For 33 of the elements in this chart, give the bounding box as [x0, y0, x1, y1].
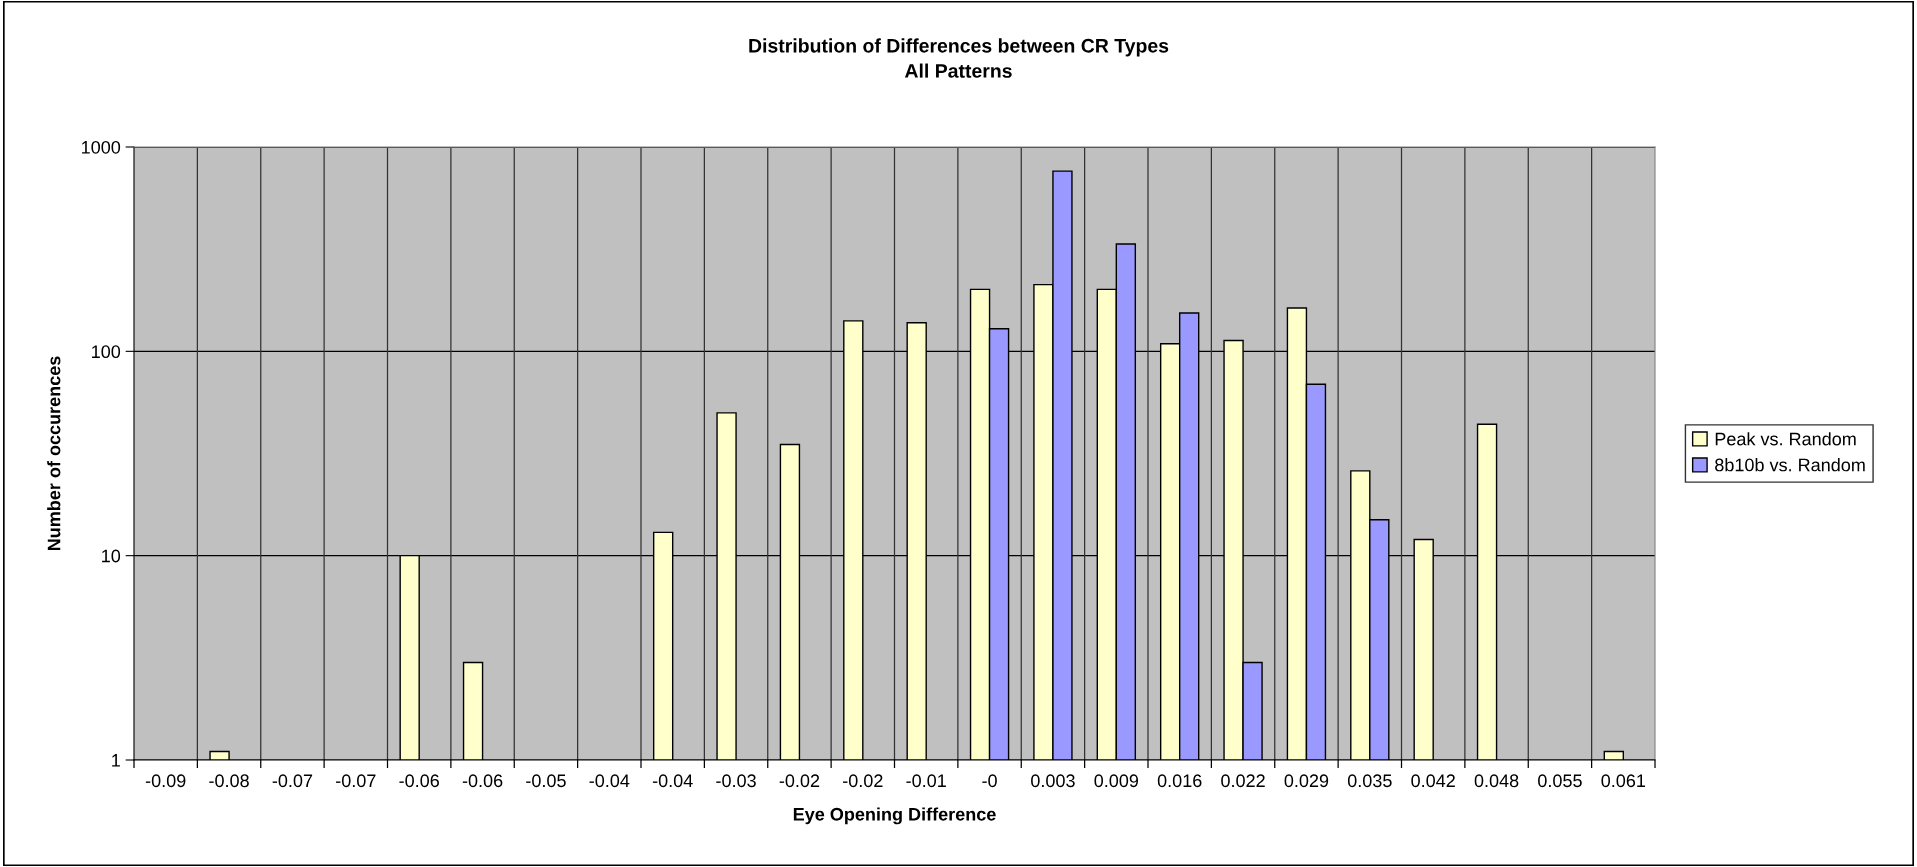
x-tick-label: 0.009	[1094, 774, 1139, 788]
x-tick-label: -0.08	[209, 774, 249, 788]
x-tick-label: -0.02	[779, 774, 820, 788]
x-tick-label: 0.016	[1157, 774, 1202, 788]
x-tick-label: -0.03	[716, 774, 756, 788]
y-tick-label: 1000	[82, 140, 121, 154]
x-tick-label: 0.035	[1347, 774, 1392, 788]
legend-label: Peak vs. Random	[1715, 432, 1856, 446]
x-tick-label: 0.042	[1411, 774, 1455, 788]
x-tick-label: 0.003	[1031, 774, 1075, 788]
x-tick-label: -0.06	[462, 774, 503, 788]
x-tick-label: 0.022	[1221, 774, 1265, 788]
x-tick-label: -0.01	[906, 774, 946, 788]
x-tick-label: -0.09	[145, 774, 186, 788]
x-tick-label: -0.07	[336, 774, 376, 788]
y-tick-label: 1	[112, 754, 120, 767]
chart-title: Distribution of Differences between CR Types All Patterns	[749, 38, 1169, 78]
x-tick-label: 0.055	[1538, 774, 1582, 788]
x-tick-label: -0	[982, 774, 997, 788]
x-tick-label: -0.07	[272, 774, 313, 788]
x-tick-label: 0.061	[1601, 774, 1646, 788]
x-tick-label: -0.06	[399, 774, 439, 788]
legend-label: 8b10b vs. Random	[1715, 458, 1865, 472]
x-tick-label: 0.029	[1284, 774, 1329, 788]
x-tick-label: -0.04	[589, 774, 630, 788]
x-tick-label: -0.05	[526, 774, 566, 788]
y-tick-label: 10	[102, 549, 121, 563]
x-tick-label: -0.02	[843, 774, 883, 788]
x-axis-title: Eye Opening Difference	[793, 807, 996, 825]
y-axis-title: Number of occurences	[47, 356, 61, 551]
x-tick-label: 0.048	[1474, 774, 1519, 788]
y-tick-label: 100	[92, 345, 121, 359]
x-tick-label: -0.04	[652, 774, 693, 788]
